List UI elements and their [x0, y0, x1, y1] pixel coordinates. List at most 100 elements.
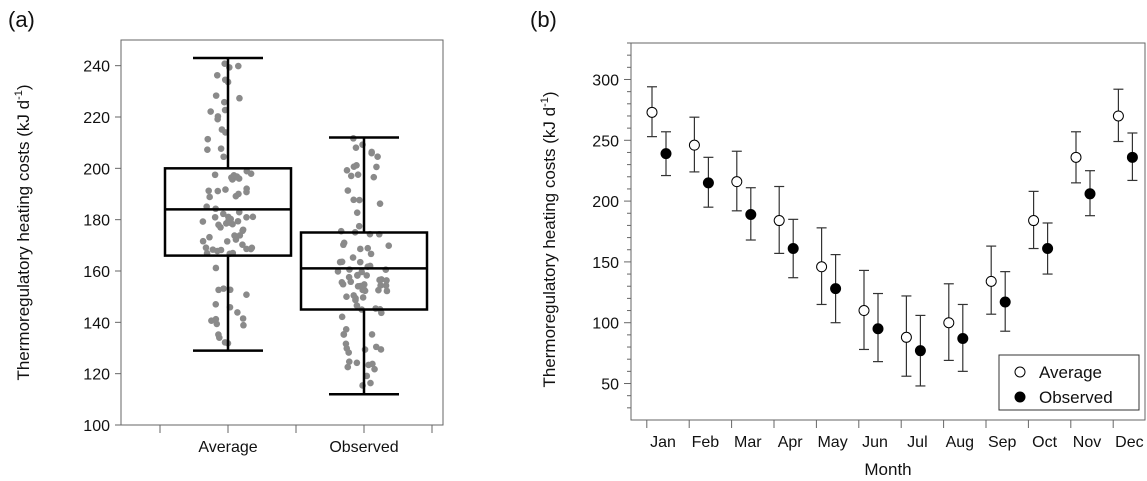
data-point: [354, 282, 362, 290]
data-point: [731, 176, 743, 188]
data-point: [816, 261, 828, 273]
data-point: [340, 241, 347, 249]
data-point: [356, 258, 364, 266]
data-point: [347, 172, 355, 180]
data-point: [223, 238, 231, 245]
data-point: [343, 167, 351, 174]
panel-b-frame: [630, 42, 1146, 421]
data-point: [985, 275, 997, 287]
legend-label: Observed: [1039, 388, 1113, 407]
data-point: [373, 163, 380, 171]
data-point: [787, 243, 799, 255]
data-point: [352, 144, 360, 151]
data-point: [221, 106, 229, 114]
y-axis-title-text: Thermoregulatory heating costs (kJ d: [14, 100, 33, 381]
data-point: [383, 277, 390, 284]
data-point: [215, 221, 222, 229]
y-tick-label: 140: [83, 315, 110, 332]
data-point: [999, 296, 1011, 308]
data-point: [900, 331, 912, 343]
data-point: [243, 214, 250, 221]
data-point: [368, 331, 376, 338]
data-point: [368, 149, 375, 157]
x-axis-title: Month: [864, 460, 911, 479]
data-point: [339, 280, 347, 288]
data-point: [240, 321, 247, 329]
data-point: [365, 361, 372, 369]
data-point: [234, 217, 242, 225]
x-tick-label: Jan: [650, 434, 676, 451]
legend-label: Average: [1039, 363, 1102, 382]
data-point: [243, 188, 250, 196]
data-point: [239, 226, 247, 234]
data-point: [660, 148, 672, 160]
data-point: [231, 232, 238, 239]
y-tick-label: 300: [592, 72, 619, 89]
series-observed: [660, 131, 1138, 387]
x-tick-label: Feb: [692, 434, 720, 451]
data-point: [206, 193, 213, 201]
data-point: [236, 94, 243, 102]
y-axis-title-sup: -1: [539, 97, 551, 107]
y-tick-label: 50: [601, 377, 619, 394]
y-tick-label: 220: [83, 110, 110, 127]
data-point: [350, 292, 358, 299]
data-point: [247, 245, 255, 253]
box-iqr: [163, 167, 293, 257]
x-tick-label: Sep: [988, 434, 1017, 451]
data-point: [234, 62, 242, 70]
data-point: [213, 71, 221, 79]
data-point: [364, 244, 372, 252]
data-point: [249, 213, 257, 221]
data-point: [211, 213, 219, 221]
data-point: [1070, 151, 1082, 163]
data-point: [345, 349, 352, 356]
data-point: [207, 108, 214, 115]
data-point: [385, 242, 393, 249]
data-point: [214, 113, 222, 120]
data-point: [219, 210, 227, 218]
data-point: [360, 284, 367, 292]
legend: Average Observed: [998, 354, 1140, 411]
data-point: [353, 359, 361, 367]
data-point: [350, 163, 358, 170]
data-point: [230, 171, 238, 179]
legend-marker: [1014, 366, 1026, 378]
data-point: [349, 254, 357, 261]
data-point: [858, 305, 870, 317]
data-point: [217, 145, 225, 152]
data-point: [353, 209, 361, 216]
data-point: [243, 291, 250, 298]
x-tick-label: Aug: [946, 434, 974, 451]
data-point: [338, 313, 346, 321]
y-axis-title: Thermoregulatory heating costs (kJ d-1): [13, 84, 33, 380]
data-point: [957, 333, 969, 345]
data-point: [215, 286, 222, 294]
data-point: [354, 272, 361, 279]
data-point: [382, 282, 390, 289]
y-tick-label: 150: [592, 255, 619, 272]
data-point: [914, 345, 926, 357]
data-point: [222, 186, 229, 193]
panel-b: (b) 50 100 150 200 250 300 Thermoregulatory hea…: [530, 7, 1146, 479]
data-point: [872, 323, 884, 335]
data-point: [347, 278, 355, 286]
x-tick-label: Dec: [1115, 434, 1143, 451]
data-point: [773, 215, 785, 227]
data-point: [205, 187, 212, 195]
y-tick-label: 200: [592, 194, 619, 211]
y-tick-label: 200: [83, 161, 110, 178]
data-point: [239, 241, 246, 248]
data-point: [367, 250, 375, 258]
data-point: [217, 246, 225, 254]
data-point: [375, 286, 382, 294]
data-point: [1126, 151, 1138, 163]
data-point: [211, 171, 219, 179]
data-point: [354, 171, 362, 178]
data-point: [943, 317, 955, 329]
data-point: [370, 173, 378, 181]
data-point: [225, 217, 232, 224]
data-point: [356, 196, 363, 204]
data-point: [209, 246, 217, 253]
